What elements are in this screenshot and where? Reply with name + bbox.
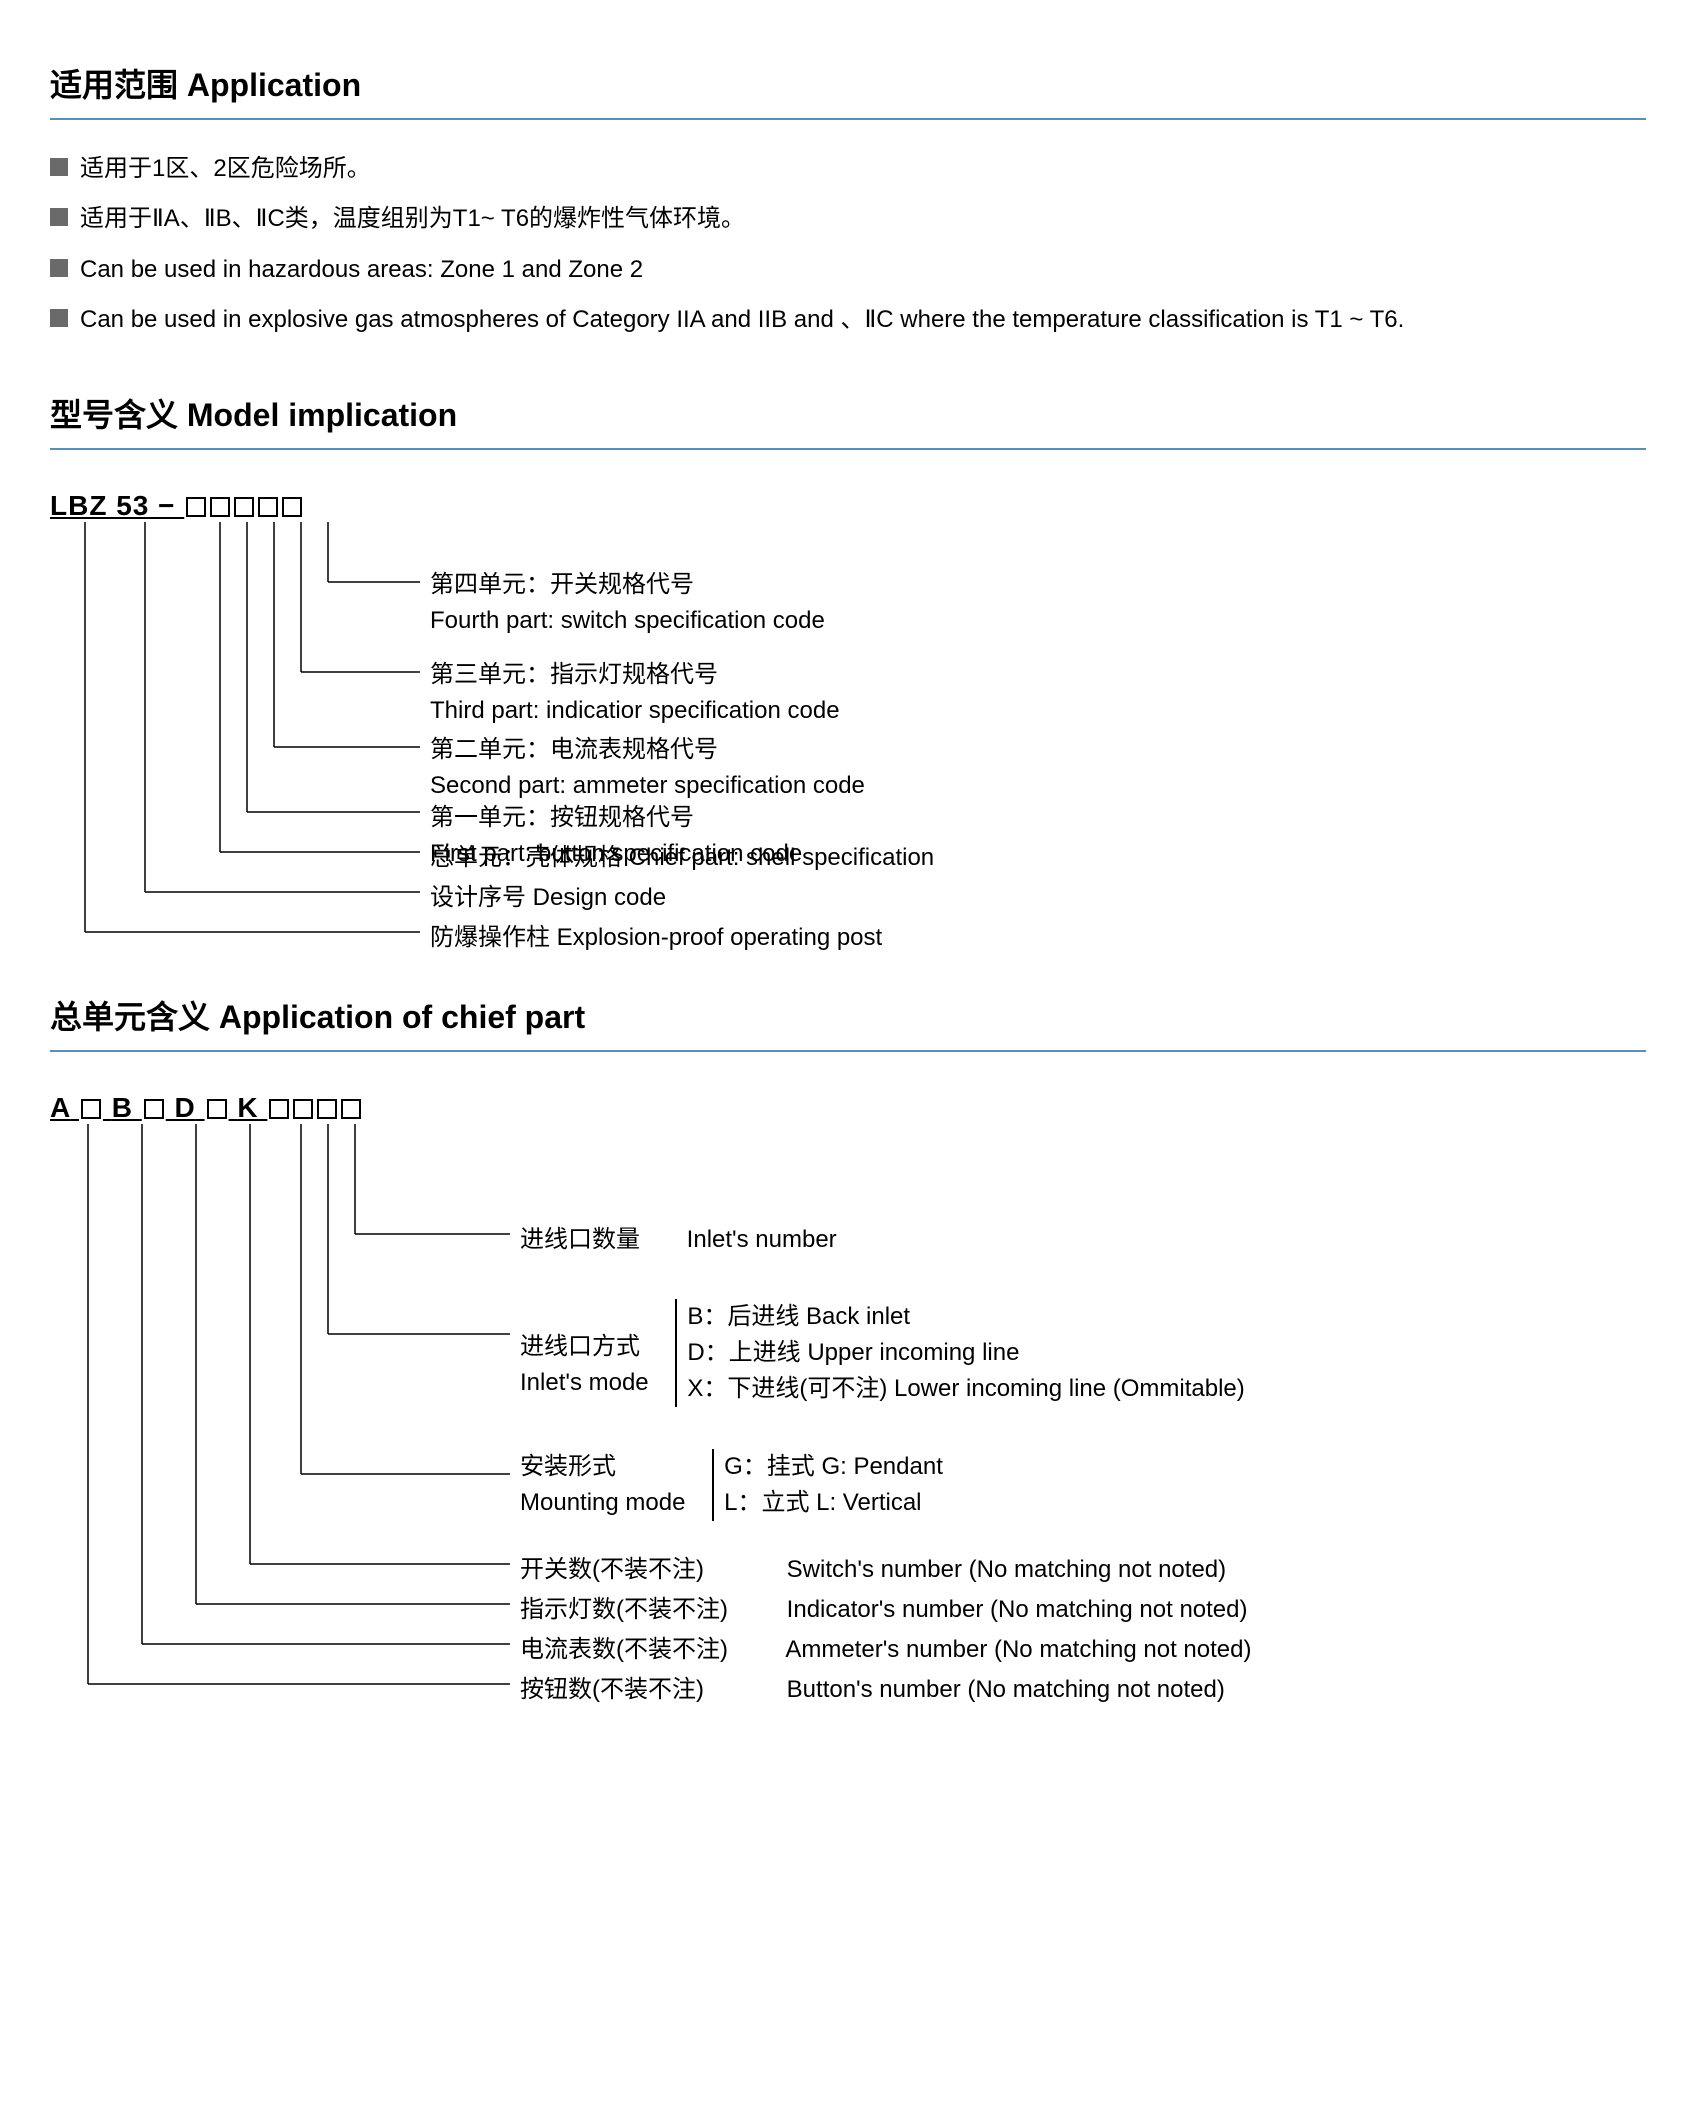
code-box	[207, 1099, 227, 1119]
desc-cn: 总单元：壳体规格 Chief part: shell specification	[430, 840, 934, 876]
inlet-mode-en: Inlet's mode	[520, 1365, 649, 1401]
num-en: Indicator's number (No matching not note…	[787, 1596, 1248, 1623]
inlet-mode-block: 进线口方式 Inlet's mode B：后进线 Back inlet D：上进…	[520, 1299, 1245, 1407]
mounting-block: 安装形式 Mounting mode G：挂式 G: Pendant L：立式 …	[520, 1449, 943, 1521]
desc-en: Third part: indicatior specification cod…	[430, 693, 840, 729]
inlet-number-en: Inlet's number	[687, 1226, 837, 1253]
section-title-chief: 总单元含义 Application of chief part	[50, 992, 1646, 1052]
mounting-opt: L：立式 L: Vertical	[724, 1485, 943, 1521]
num-en: Button's number (No matching not noted)	[787, 1676, 1225, 1703]
connector-svg	[50, 522, 450, 962]
model-code-string: LBZ 53 −	[50, 490, 1646, 522]
num-cn: 指示灯数(不装不注)	[520, 1592, 780, 1628]
desc-en: Second part: ammeter specification code	[430, 768, 865, 804]
desc-cn: 第四单元：开关规格代号	[430, 567, 825, 603]
bullet-text: Can be used in hazardous areas: Zone 1 a…	[80, 251, 1646, 289]
inlet-number-block: 进线口数量 Inlet's number	[520, 1222, 837, 1258]
bullet-item: 适用于1区、2区危险场所。	[50, 150, 1646, 188]
inlet-mode-options: B：后进线 Back inlet D：上进线 Upper incoming li…	[675, 1299, 1244, 1407]
diagram-area-1: 第四单元：开关规格代号 Fourth part: switch specific…	[50, 522, 1646, 942]
code-box	[210, 497, 230, 517]
bullet-text: 适用于ⅡA、ⅡB、ⅡC类，温度组别为T1~ T6的爆炸性气体环境。	[80, 200, 1646, 238]
desc-block: 第二单元：电流表规格代号 Second part: ammeter specif…	[430, 732, 865, 804]
code-box	[144, 1099, 164, 1119]
diagram-area-2: 进线口数量 Inlet's number 进线口方式 Inlet's mode …	[50, 1124, 1646, 1704]
desc-cn: 第二单元：电流表规格代号	[430, 732, 865, 768]
code-box	[258, 497, 278, 517]
inlet-mode-label: 进线口方式 Inlet's mode	[520, 1299, 649, 1401]
switch-number-block: 开关数(不装不注) Switch's number (No matching n…	[520, 1552, 1226, 1588]
connector-svg-2	[50, 1124, 550, 1724]
bullet-square-icon	[50, 309, 68, 327]
code-box	[293, 1099, 313, 1119]
chief-code-string: A B D K	[50, 1092, 1646, 1124]
num-en: Ammeter's number (No matching not noted)	[785, 1636, 1251, 1663]
bullet-square-icon	[50, 259, 68, 277]
code-letter: D	[175, 1092, 196, 1123]
mounting-options: G：挂式 G: Pendant L：立式 L: Vertical	[712, 1449, 943, 1521]
ammeter-number-block: 电流表数(不装不注) Ammeter's number (No matching…	[520, 1632, 1251, 1668]
desc-block: 第三单元：指示灯规格代号 Third part: indicatior spec…	[430, 657, 840, 729]
code-box	[269, 1099, 289, 1119]
mounting-en: Mounting mode	[520, 1485, 685, 1521]
code-letter: B	[112, 1092, 133, 1123]
inlet-number-cn: 进线口数量	[520, 1226, 640, 1253]
desc-cn: 防爆操作柱 Explosion-proof operating post	[430, 920, 882, 956]
model-prefix: LBZ 53 −	[50, 490, 184, 521]
inlet-opt: X：下进线(可不注) Lower incoming line (Ommitabl…	[687, 1371, 1244, 1407]
bullet-square-icon	[50, 158, 68, 176]
desc-block: 设计序号 Design code	[430, 880, 666, 916]
mounting-label: 安装形式 Mounting mode	[520, 1449, 685, 1521]
desc-en: Fourth part: switch specification code	[430, 603, 825, 639]
code-letter: K	[237, 1092, 258, 1123]
desc-block: 总单元：壳体规格 Chief part: shell specification	[430, 840, 934, 876]
desc-block: 防爆操作柱 Explosion-proof operating post	[430, 920, 882, 956]
bullet-item: Can be used in explosive gas atmospheres…	[50, 301, 1646, 339]
indicator-number-block: 指示灯数(不装不注) Indicator's number (No matchi…	[520, 1592, 1248, 1628]
code-box	[81, 1099, 101, 1119]
inlet-opt: D：上进线 Upper incoming line	[687, 1335, 1244, 1371]
num-en: Switch's number (No matching not noted)	[787, 1556, 1226, 1583]
mounting-opt: G：挂式 G: Pendant	[724, 1449, 943, 1485]
num-cn: 开关数(不装不注)	[520, 1552, 780, 1588]
section-title-application: 适用范围 Application	[50, 60, 1646, 120]
chief-diagram: A B D K 进线口数量 Inlet's number 进线口方式 Inlet…	[50, 1082, 1646, 1704]
code-box	[234, 497, 254, 517]
button-number-block: 按钮数(不装不注) Button's number (No matching n…	[520, 1672, 1225, 1708]
bullet-square-icon	[50, 208, 68, 226]
section-title-model: 型号含义 Model implication	[50, 390, 1646, 450]
code-box	[186, 497, 206, 517]
desc-cn: 第三单元：指示灯规格代号	[430, 657, 840, 693]
model-diagram: LBZ 53 − 第四单元：开关规格代号 Fourth part: switch…	[50, 480, 1646, 942]
desc-cn: 第一单元：按钮规格代号	[430, 800, 802, 836]
code-letter: A	[50, 1092, 70, 1123]
bullet-text: 适用于1区、2区危险场所。	[80, 150, 1646, 188]
bullet-text: Can be used in explosive gas atmospheres…	[80, 301, 1646, 339]
desc-cn: 设计序号 Design code	[430, 880, 666, 916]
desc-block: 第四单元：开关规格代号 Fourth part: switch specific…	[430, 567, 825, 639]
inlet-opt: B：后进线 Back inlet	[687, 1299, 1244, 1335]
code-box	[317, 1099, 337, 1119]
application-bullet-list: 适用于1区、2区危险场所。 适用于ⅡA、ⅡB、ⅡC类，温度组别为T1~ T6的爆…	[50, 150, 1646, 340]
inlet-mode-cn: 进线口方式	[520, 1329, 649, 1365]
code-box	[282, 497, 302, 517]
num-cn: 按钮数(不装不注)	[520, 1672, 780, 1708]
mounting-cn: 安装形式	[520, 1449, 685, 1485]
bullet-item: 适用于ⅡA、ⅡB、ⅡC类，温度组别为T1~ T6的爆炸性气体环境。	[50, 200, 1646, 238]
num-cn: 电流表数(不装不注)	[520, 1632, 780, 1668]
code-box	[341, 1099, 361, 1119]
bullet-item: Can be used in hazardous areas: Zone 1 a…	[50, 251, 1646, 289]
